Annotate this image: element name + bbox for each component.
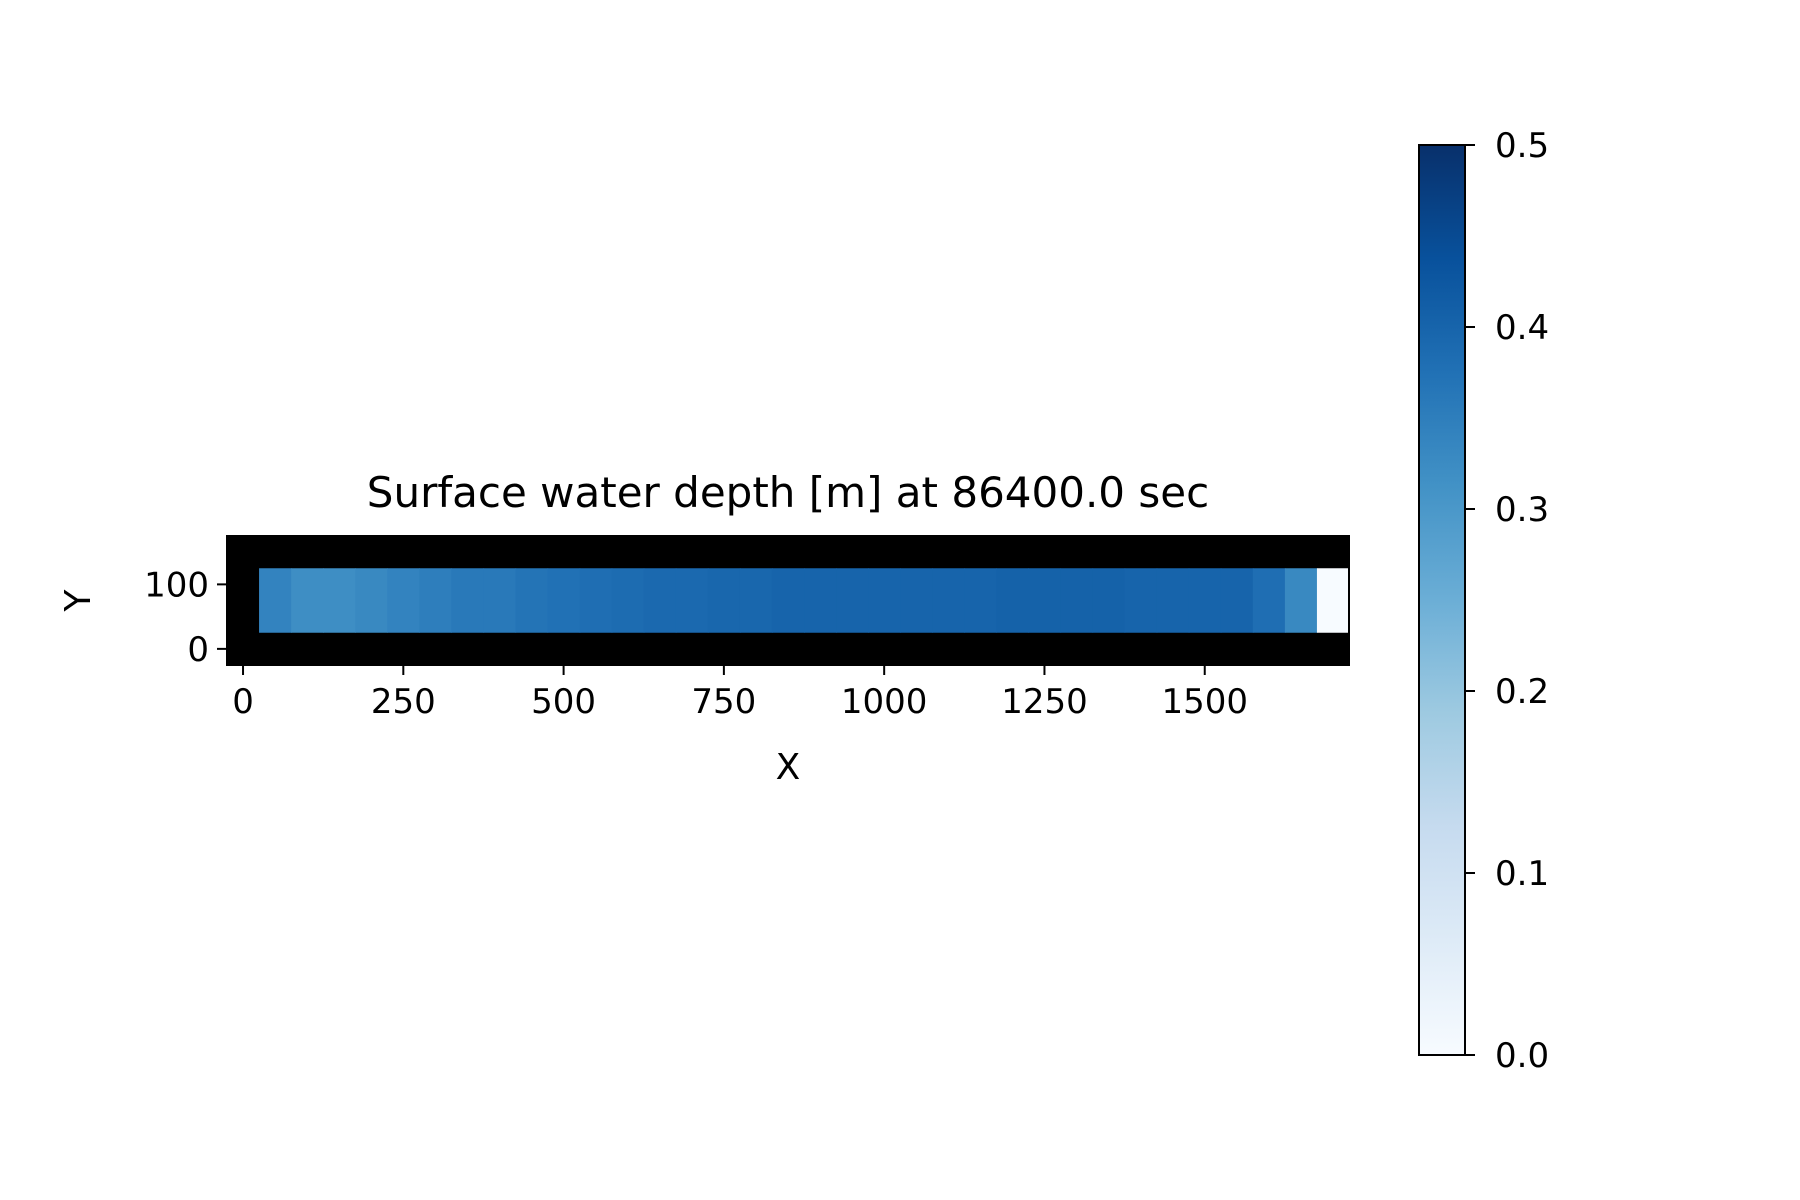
colorbar: 0.0 0.1 0.2 0.3 0.4 0.5 [1418,126,1549,1076]
heatmap-cells [259,568,1350,633]
x-axis-label: X [776,747,801,788]
heatmap-cell [1220,568,1254,633]
heatmap-cell [1252,568,1286,633]
y-axis-ticks: 0 100 [144,565,227,670]
colorbar-tick-label: 0.3 [1495,490,1549,530]
x-tick-label: 750 [691,682,756,722]
heatmap-cell [259,568,292,633]
heatmap-cell [900,568,933,633]
heatmap-cell [611,568,645,633]
heatmap-cell [836,568,869,633]
x-tick-label: 500 [531,682,596,722]
x-tick-label: 250 [371,682,436,722]
heatmap-cell [451,568,485,633]
heatmap-cell [387,568,420,633]
heatmap-cell [771,568,805,633]
heatmap-cell [707,568,741,633]
heatmap-cell [1284,568,1318,633]
y-tick-label: 0 [187,630,209,670]
heatmap-cell [1156,568,1190,633]
heatmap-cell [804,568,837,633]
heatmap-cell [675,568,709,633]
colorbar-tick-label: 0.4 [1495,308,1549,348]
heatmap-cell [996,568,1030,633]
heatmap-cell [1316,568,1350,633]
heatmap-cell [643,568,677,633]
heatmap-cell [1188,568,1222,633]
x-tick-label: 1500 [1161,682,1248,722]
heatmap-cell [1060,568,1094,633]
heatmap-cell [515,568,549,633]
heatmap-cell [483,568,517,633]
heatmap-cell [868,568,901,633]
heatmap-cell [1124,568,1158,633]
colorbar-tick-label: 0.1 [1495,854,1549,894]
heatmap-cell [355,568,388,633]
heatmap-cell [739,568,773,633]
colorbar-gradient [1418,144,1466,1056]
heatmap-cell [932,568,965,633]
colorbar-ticks: 0.0 0.1 0.2 0.3 0.4 0.5 [1465,126,1549,1076]
x-tick-label: 1000 [841,682,928,722]
x-axis-ticks: 0 250 500 750 1000 1250 1500 [232,665,1248,722]
colorbar-tick-label: 0.5 [1495,126,1549,166]
heatmap-cell [1092,568,1126,633]
heatmap-cell [323,568,356,633]
y-axis-label: Y [58,589,99,613]
heatmap-cell [547,568,581,633]
heatmap-cell [579,568,613,633]
heatmap-cell [419,568,452,633]
colorbar-tick-label: 0.2 [1495,672,1549,712]
x-tick-label: 0 [232,682,254,722]
y-tick-label: 100 [144,565,209,605]
colorbar-tick-label: 0.0 [1495,1036,1549,1076]
heatmap-cell [1028,568,1062,633]
axes-frame [226,535,1350,666]
plot-area [226,535,1350,666]
x-tick-label: 1250 [1001,682,1088,722]
heatmap-cell [291,568,324,633]
heatmap-cell [964,568,997,633]
chart-title: Surface water depth [m] at 86400.0 sec [367,468,1209,517]
